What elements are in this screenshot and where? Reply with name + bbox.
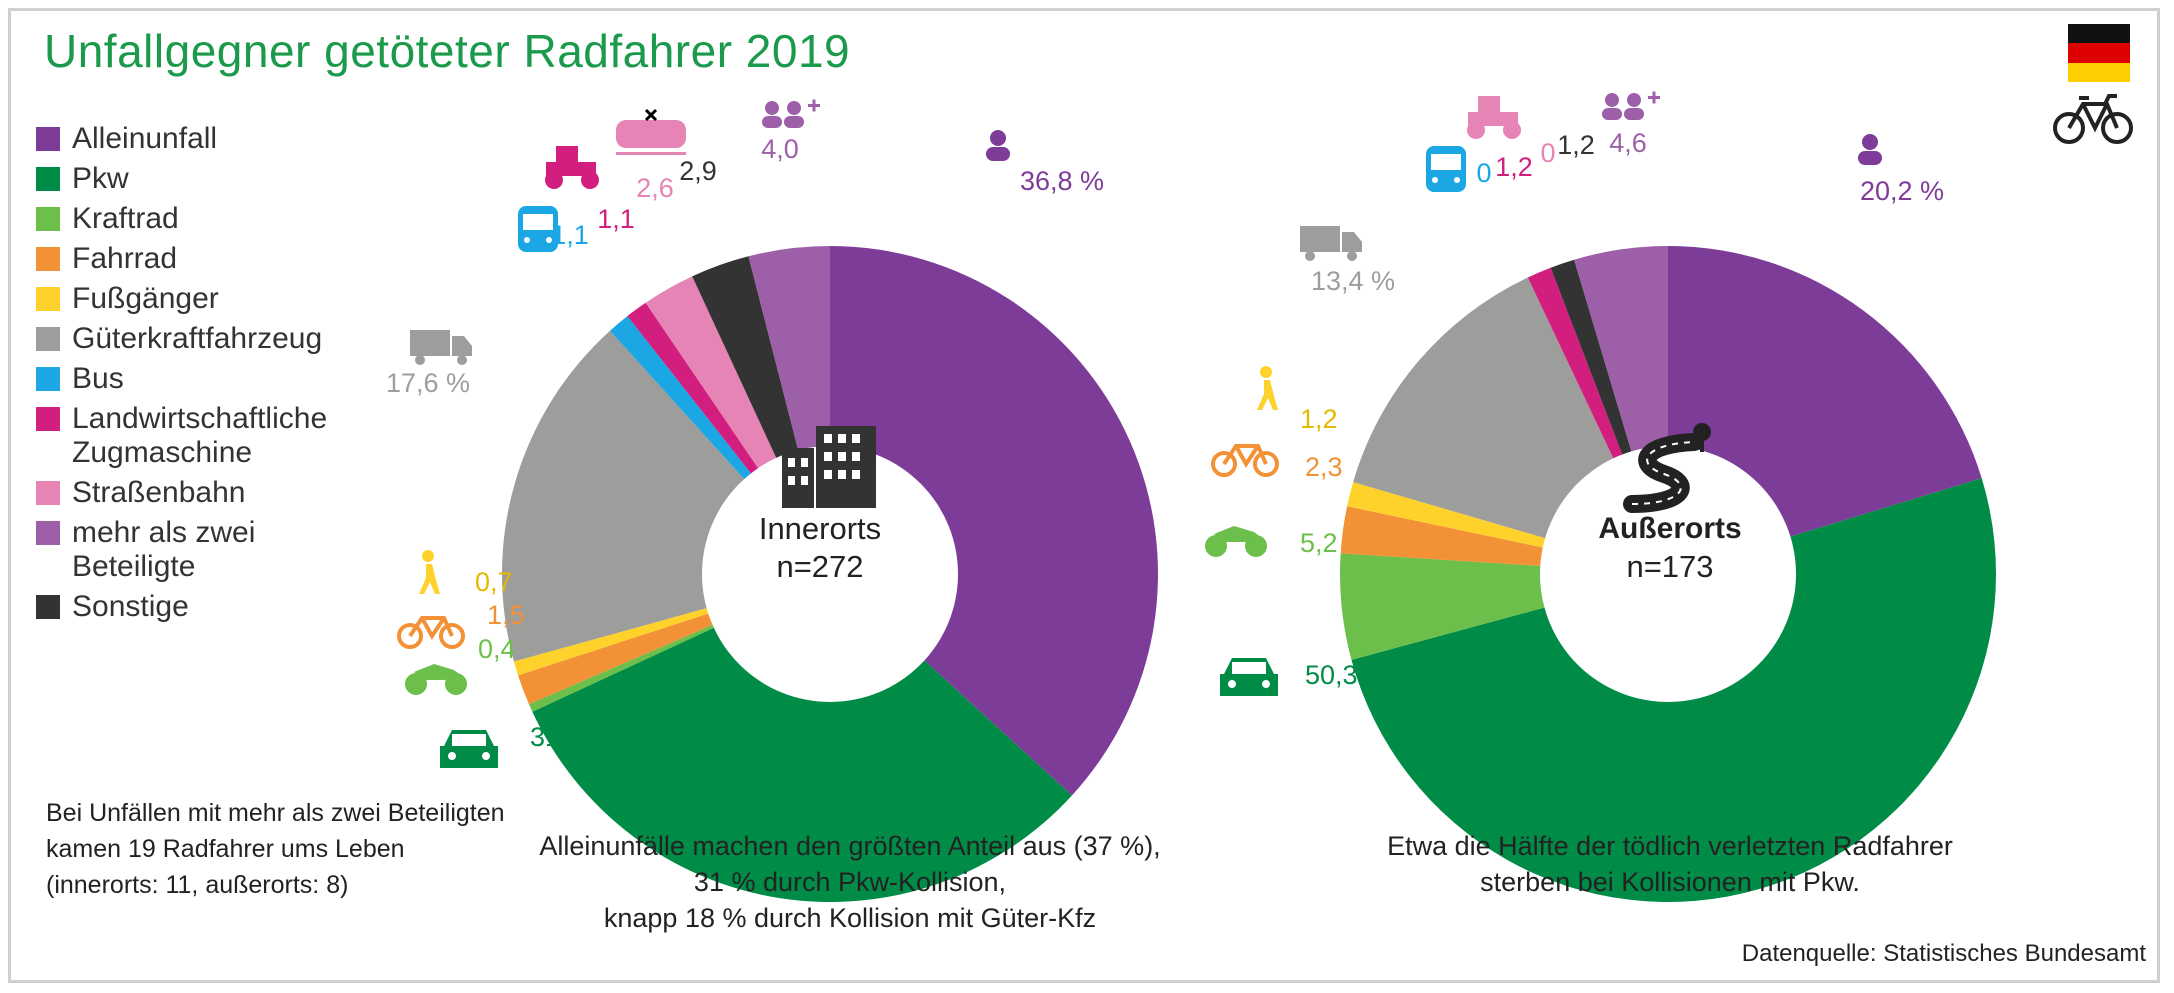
bicycle-icon [1211,444,1279,477]
legend-label: Bus [72,362,124,395]
legend-swatch [36,247,60,271]
legend-swatch [36,595,60,619]
car-icon [1220,658,1278,696]
legend-swatch [36,367,60,391]
data-label: 0 [1540,138,1555,168]
legend-swatch [36,207,60,231]
bicycle-icon [397,616,465,649]
center-title-innerorts: Innerorts [758,511,882,546]
chart-title: Unfallgegner getöteter Radfahrer 2019 [44,25,851,77]
truck-icon [410,330,472,365]
data-source: Datenquelle: Statistisches Bundesamt [1741,940,2146,967]
legend-item: Alleinunfall [36,122,396,156]
legend-item: Bus [36,362,396,396]
data-label: 36,8 % [1020,166,1104,196]
legend-swatch [36,287,60,311]
building-icon [782,426,876,508]
car-icon [440,730,498,768]
legend-swatch [36,407,60,431]
legend-label: Kraftrad [72,202,179,235]
data-label: 1,2 [1495,152,1533,182]
legend-item: Pkw [36,162,396,196]
data-label: 0,4 [478,634,516,664]
tram-icon [616,108,686,155]
legend-swatch [36,167,60,191]
donut-hole [702,446,958,702]
legend-label: Güterkraftfahrzeug [72,322,323,355]
data-label: 1,2 [1300,404,1338,434]
bicycle-icon [2053,94,2133,144]
data-label: 13,4 % [1311,266,1395,296]
center-n-innerorts: n=272 [776,549,864,584]
tractor-icon [1467,96,1521,139]
donut-hole [1540,446,1796,702]
legend-item: Fahrrad [36,242,396,276]
legend-label: Pkw [72,162,129,195]
legend-item: Landwirtschaftliche Zugmaschine [36,402,396,470]
center-label-innerorts: Innerorts n=272 [690,510,950,586]
legend-label: Straßenbahn [72,476,246,509]
legend-label: Landwirtschaftliche Zugmaschine [72,402,328,469]
legend-label: Fußgänger [72,282,219,315]
data-label: 4,6 [1609,128,1647,158]
legend-item: Fußgänger [36,282,396,316]
legend-label: Fahrrad [72,242,178,275]
motorcycle-icon [405,664,467,695]
legend-swatch [36,327,60,351]
legend-label: Sonstige [72,590,189,623]
data-label: 5,2 [1300,528,1338,558]
caption-innerorts: Alleinunfälle machen den größten Anteil … [539,831,1161,933]
data-label: 17,6 % [386,368,470,398]
donut-slice-alleinunfall [830,246,1158,796]
data-label: 2,3 [1305,452,1343,482]
legend-swatch [36,521,60,545]
tractor-icon [545,146,599,189]
center-label-ausserorts: Außerorts n=173 [1540,510,1800,586]
data-label: 1,2 [1557,130,1595,160]
caption-ausserorts: Etwa die Hälfte der tödlich verletzten R… [1387,831,1953,897]
bus-icon [1426,146,1466,192]
legend-label: mehr als zwei Beteiligte [72,516,256,583]
person-icon [986,130,1010,161]
legend-item: mehr als zwei Beteiligte [36,516,396,584]
data-label: 0,7 [475,567,513,597]
data-label: 0 [1476,158,1491,188]
pedestrian-icon [1257,366,1278,410]
bus-icon [518,206,558,252]
donut-slice-pkw [532,574,1072,902]
group-plus-icon [1602,91,1660,120]
data-label: 31,3 % [530,722,614,752]
center-n-ausserorts: n=173 [1626,549,1714,584]
motorcycle-icon [1205,526,1267,557]
group-plus-icon [762,99,820,128]
data-label: 4,0 [761,134,799,164]
data-label: 2,9 [679,156,717,186]
truck-icon [1300,226,1362,261]
center-title-ausserorts: Außerorts [1598,512,1742,545]
data-label: 2,6 [636,173,674,203]
data-label: 50,3 % [1305,660,1389,690]
legend-item: Straßenbahn [36,476,396,510]
person-icon [1858,134,1882,165]
legend-item: Sonstige [36,590,396,624]
data-label: 1,1 [597,204,635,234]
legend-swatch [36,127,60,151]
legend: Alleinunfall Pkw Kraftrad Fahrrad Fußgänger G… [36,122,396,630]
data-label: 1,5 [487,600,525,630]
legend-swatch [36,481,60,505]
germany-flag-icon [2068,24,2130,82]
footnote: Bei Unfällen mit mehr als zwei Beteiligt… [46,799,505,899]
data-label: 20,2 % [1860,176,1944,206]
legend-label: Alleinunfall [72,122,218,155]
legend-item: Kraftrad [36,202,396,236]
pedestrian-icon [419,550,440,594]
winding-road-icon [1623,423,1711,513]
legend-item: Güterkraftfahrzeug [36,322,396,356]
